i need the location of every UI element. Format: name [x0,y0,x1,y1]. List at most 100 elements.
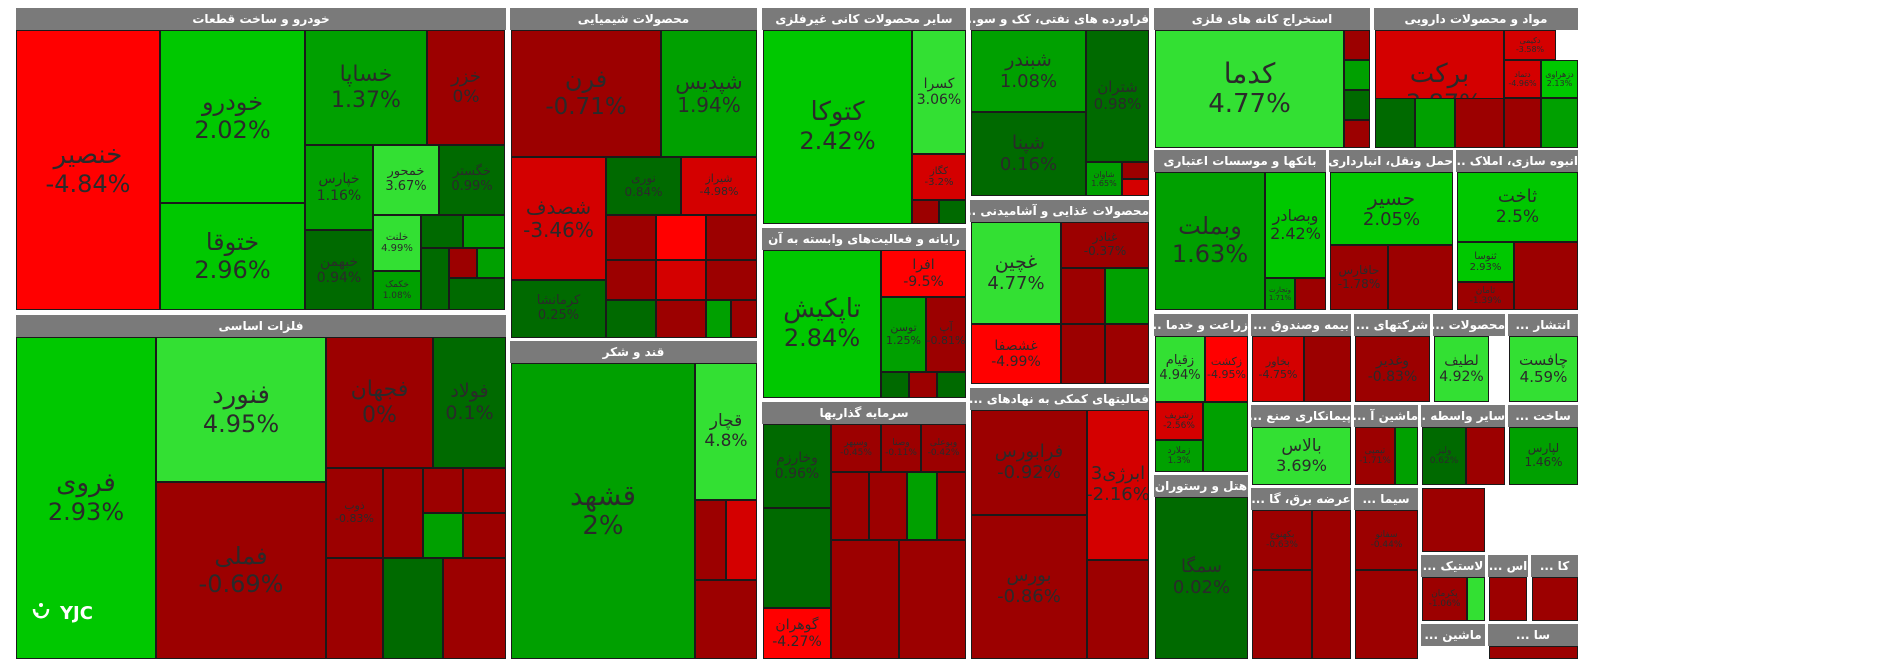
small-stock-tile[interactable] [1061,324,1105,384]
small-stock-tile[interactable] [477,248,505,278]
stock-tile[interactable]: وصنا -0.11% [881,424,921,472]
stock-tile[interactable]: شتران 0.98% [1086,30,1149,162]
stock-tile[interactable]: وبصادر 2.42% [1265,172,1326,278]
small-stock-tile[interactable] [912,200,939,224]
stock-tile[interactable]: ثاخت 2.5% [1457,172,1578,242]
small-stock-tile[interactable] [1388,245,1453,310]
small-stock-tile[interactable] [326,558,383,659]
small-stock-tile[interactable] [1532,577,1578,621]
stock-tile[interactable]: کگاز -3.2% [912,154,966,200]
stock-tile[interactable]: ختوقا 2.96% [160,203,305,310]
small-stock-tile[interactable] [421,248,449,310]
stock-tile[interactable]: خپارس 1.16% [305,145,373,230]
small-stock-tile[interactable] [1415,98,1455,148]
stock-tile[interactable]: بالاس 3.69% [1252,427,1351,485]
small-stock-tile[interactable] [606,260,656,300]
small-stock-tile[interactable] [909,372,937,398]
small-stock-tile[interactable] [463,513,506,558]
small-stock-tile[interactable] [831,472,869,540]
stock-tile[interactable]: فجهان 0% [326,337,433,468]
small-stock-tile[interactable] [656,300,706,338]
stock-tile[interactable]: چافست 4.59% [1509,336,1578,402]
stock-tile[interactable]: خودرو 2.02% [160,30,305,203]
stock-tile[interactable]: تاپکیش 2.84% [763,250,881,398]
stock-tile[interactable]: ثامان -1.39% [1457,282,1514,310]
small-stock-tile[interactable] [1344,120,1370,148]
stock-tile[interactable]: بورس -0.86% [971,515,1087,659]
stock-tile[interactable]: غشصفا -4.99% [971,324,1061,384]
small-stock-tile[interactable] [1344,60,1370,90]
stock-tile[interactable]: دکیمی -3.58% [1504,30,1556,60]
stock-tile[interactable]: خگستر 0.99% [439,145,505,215]
stock-tile[interactable]: خزر 0% [427,30,505,145]
small-stock-tile[interactable] [1087,560,1149,659]
stock-tile[interactable]: تپمپی -1.71% [1355,427,1395,485]
small-stock-tile[interactable] [1375,98,1415,148]
stock-tile[interactable]: وبملت 1.63% [1155,172,1265,310]
small-stock-tile[interactable] [881,372,909,398]
stock-tile[interactable]: ثنوسا 2.93% [1457,242,1514,282]
stock-tile[interactable]: توسن 1.25% [881,297,926,372]
stock-tile[interactable]: فرن -0.71% [511,30,661,157]
small-stock-tile[interactable] [1061,268,1105,324]
small-stock-tile[interactable] [907,472,937,540]
small-stock-tile[interactable] [383,468,423,558]
stock-tile[interactable]: قشهد 2% [511,363,695,659]
stock-tile[interactable]: سمگا 0.02% [1155,497,1248,659]
stock-tile[interactable]: لطیف 4.92% [1434,336,1489,402]
small-stock-tile[interactable] [656,260,706,300]
stock-tile[interactable]: ذوب -0.83% [326,468,383,558]
small-stock-tile[interactable] [1489,646,1578,659]
small-stock-tile[interactable] [1105,324,1149,384]
stock-tile[interactable]: افرا -9.5% [881,250,966,297]
small-stock-tile[interactable] [706,300,731,338]
small-stock-tile[interactable] [423,468,463,513]
stock-tile[interactable]: شپنا 0.16% [971,112,1086,196]
small-stock-tile[interactable] [899,540,966,659]
stock-tile[interactable]: فنورد 4.95% [156,337,326,482]
stock-tile[interactable]: خساپا 1.37% [305,30,427,145]
stock-tile[interactable]: خلنت 4.99% [373,215,421,271]
stock-tile[interactable]: وتجارت 1.71% [1265,278,1295,310]
small-stock-tile[interactable] [1122,162,1149,179]
small-stock-tile[interactable] [706,215,757,260]
small-stock-tile[interactable] [937,372,966,398]
stock-tile[interactable]: شاوان 1.65% [1086,162,1122,196]
small-stock-tile[interactable] [1344,30,1370,60]
small-stock-tile[interactable] [606,300,656,338]
small-stock-tile[interactable] [463,215,505,248]
stock-tile[interactable]: وخارزم 0.96% [763,424,831,508]
stock-tile[interactable]: کسرا 3.06% [912,30,966,154]
small-stock-tile[interactable] [1395,427,1418,485]
small-stock-tile[interactable] [1252,570,1312,659]
small-stock-tile[interactable] [423,513,463,558]
stock-tile[interactable]: کدما 4.77% [1155,30,1344,148]
small-stock-tile[interactable] [726,500,757,580]
stock-tile[interactable]: گوهران -4.27% [763,608,831,659]
small-stock-tile[interactable] [1203,402,1248,472]
stock-tile[interactable]: خمحور 3.67% [373,145,439,215]
small-stock-tile[interactable] [1489,577,1527,621]
stock-tile[interactable]: حافارس -1.78% [1330,245,1388,310]
stock-tile[interactable]: حسیر 2.05% [1330,172,1453,245]
stock-tile[interactable]: ولیز 0.62% [1422,427,1466,485]
stock-tile[interactable]: وغدیر -0.83% [1355,336,1430,402]
small-stock-tile[interactable] [937,472,966,540]
small-stock-tile[interactable] [1122,179,1149,196]
small-stock-tile[interactable] [706,260,757,300]
stock-tile[interactable]: شبندر 1.08% [971,30,1086,112]
small-stock-tile[interactable] [869,472,907,540]
stock-tile[interactable]: زکشت -4.95% [1205,336,1248,402]
stock-tile[interactable]: بکهنوج -0.63% [1252,510,1312,570]
stock-tile[interactable]: پکرمان -1.06% [1422,577,1467,621]
small-stock-tile[interactable] [1312,510,1351,659]
stock-tile[interactable]: قچار 4.8% [695,363,757,500]
stock-tile[interactable]: کتوکا 2.42% [763,30,912,224]
stock-tile[interactable]: فولاد 0.1% [433,337,506,468]
small-stock-tile[interactable] [449,278,505,310]
small-stock-tile[interactable] [449,248,477,278]
stock-tile[interactable]: غنادر -0.37% [1061,222,1149,268]
stock-tile[interactable]: شصدف -3.46% [511,157,606,280]
small-stock-tile[interactable] [1504,98,1541,148]
stock-tile[interactable]: زشریف -2.56% [1155,402,1203,440]
